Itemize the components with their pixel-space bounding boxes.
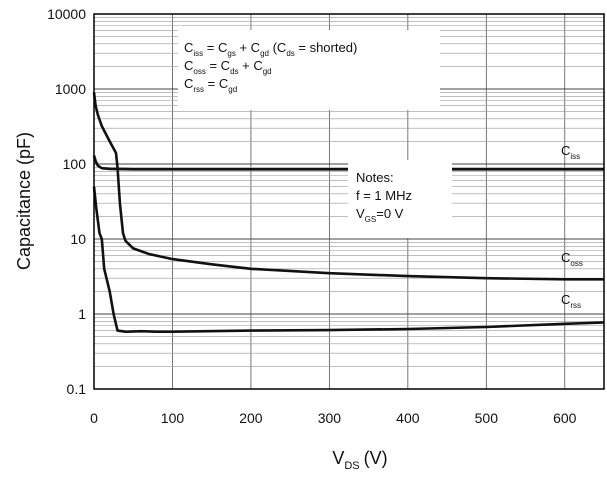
x-tick-label: 400 xyxy=(396,410,420,426)
notes-text: Notes: f = 1 MHz VGS=0 V xyxy=(356,170,412,224)
plot-frame xyxy=(93,13,605,390)
series-group xyxy=(92,92,605,333)
y-tick-label: 0.1 xyxy=(67,381,87,397)
tick-labels: 0 100 200 300 400 500 600 0.1 1 10 100 1000 10000 xyxy=(47,6,577,426)
definitions-text: Ciss = Cgs + Cgd (Cds = shorted)Coss = C… xyxy=(184,40,357,94)
x-tick-label: 300 xyxy=(318,410,342,426)
notes-line: f = 1 MHz xyxy=(356,188,412,203)
notes-line: VGS=0 V xyxy=(356,206,404,224)
y-tick-label: 10 xyxy=(70,231,86,247)
y-tick-label: 1 xyxy=(78,306,86,322)
y-tick-label: 1000 xyxy=(55,81,86,97)
series-label-oss: Coss xyxy=(561,250,583,268)
definition-line: Crss = Cgd xyxy=(184,76,237,94)
x-tick-label: 200 xyxy=(239,410,263,426)
series-line-oss xyxy=(92,92,604,281)
x-tick-label: 600 xyxy=(553,410,577,426)
y-axis-title: Capacitance (pF) xyxy=(14,132,34,270)
x-axis-title-sub: DS xyxy=(344,460,359,472)
x-axis-title-unit: (V) xyxy=(364,448,388,468)
series-line-iss xyxy=(92,155,604,171)
y-tick-label: 100 xyxy=(63,156,87,172)
definitions-box xyxy=(178,30,440,110)
series-labels: Ciss Coss Crss xyxy=(561,143,583,310)
series-label-iss: Ciss xyxy=(561,143,580,161)
y-tick-label: 10000 xyxy=(47,6,86,22)
notes-line: Notes: xyxy=(356,170,394,185)
x-tick-label: 100 xyxy=(161,410,185,426)
series-line-rss xyxy=(92,186,605,333)
x-axis-title: VDS (V) xyxy=(332,448,387,472)
x-axis-title-main: V xyxy=(332,448,344,468)
definition-line: Coss = Cds + Cgd xyxy=(184,58,272,76)
series-label-rss: Crss xyxy=(561,292,581,310)
definition-line: Ciss = Cgs + Cgd (Cds = shorted) xyxy=(184,40,357,58)
x-tick-label: 0 xyxy=(90,410,98,426)
notes-box xyxy=(348,160,452,238)
x-tick-label: 500 xyxy=(475,410,499,426)
